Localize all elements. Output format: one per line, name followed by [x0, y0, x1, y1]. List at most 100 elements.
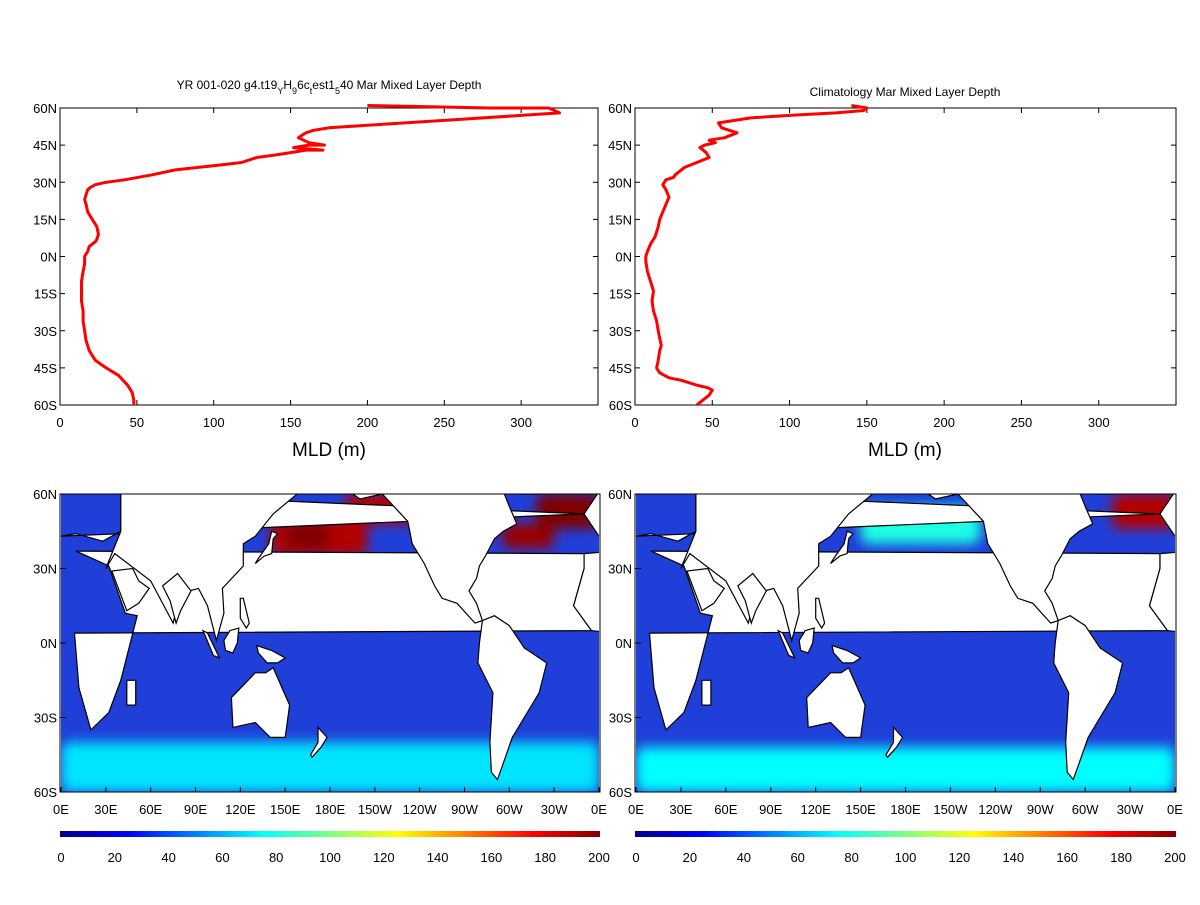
- lon-tick-label: 120E: [225, 802, 256, 817]
- lon-tick-label: 180E: [315, 802, 346, 817]
- panel-title-model: YR 001-020 g4.t19YH96ctest1540 Mar Mixed…: [177, 78, 482, 96]
- colorbar-tick-label: 180: [1110, 850, 1132, 865]
- x-tick-label: 250: [1011, 415, 1033, 430]
- colorbar-tick-label: 20: [108, 850, 122, 865]
- lon-tick-label: 120W: [403, 802, 438, 817]
- lon-tick-label: 120W: [978, 802, 1013, 817]
- colorbar-tick-label: 40: [737, 850, 751, 865]
- mld-patch-southern-ocean-band: [636, 747, 1175, 792]
- madagascar-landmass: [702, 680, 711, 705]
- x-tick-label: 0: [56, 415, 63, 430]
- colorbar-tick-label: 80: [844, 850, 858, 865]
- y-tick-label: 15N: [33, 212, 57, 227]
- greenland-landmass: [509, 489, 554, 494]
- colorbar-tick-label: 160: [481, 850, 503, 865]
- colorbar-tick-label: 120: [373, 850, 395, 865]
- lon-tick-label: 90E: [184, 802, 207, 817]
- colorbar-tick-label: 200: [588, 850, 610, 865]
- y-tick-label: 45N: [608, 138, 632, 153]
- colorbar-tick-label: 40: [161, 850, 175, 865]
- colorbar-tick-label: 60: [790, 850, 804, 865]
- lon-tick-label: 60E: [714, 802, 737, 817]
- mld-patch-kuroshio-extension-core: [285, 524, 330, 549]
- lon-tick-label: 0E: [591, 802, 607, 817]
- lat-tick-label: 30N: [608, 562, 632, 577]
- mld-patch-southern-ocean-band: [61, 742, 599, 792]
- x-tick-label: 150: [280, 415, 302, 430]
- colorbar-tick-label: 80: [269, 850, 283, 865]
- lon-tick-label: 90W: [1027, 802, 1054, 817]
- y-tick-label: 15S: [609, 287, 632, 302]
- lat-tick-label: 30N: [33, 562, 57, 577]
- lat-tick-label: 0N: [40, 636, 57, 651]
- madagascar-landmass: [127, 680, 136, 705]
- lon-tick-label: 0E: [53, 802, 69, 817]
- x-tick-label: 100: [203, 415, 225, 430]
- lon-tick-label: 180E: [890, 802, 921, 817]
- y-tick-label: 15S: [34, 287, 57, 302]
- lon-tick-label: 90W: [451, 802, 478, 817]
- lon-tick-label: 60E: [139, 802, 162, 817]
- x-tick-label: 50: [130, 415, 144, 430]
- colorbar-tick-label: 0: [632, 850, 639, 865]
- colorbar-tick-label: 100: [895, 850, 917, 865]
- colorbar-tick-label: 20: [683, 850, 697, 865]
- y-tick-label: 60N: [33, 101, 57, 116]
- colorbar-tick-label: 140: [1002, 850, 1024, 865]
- lon-tick-label: 150E: [270, 802, 301, 817]
- x-axis-label: MLD (m): [868, 440, 942, 461]
- lon-tick-label: 30E: [94, 802, 117, 817]
- lon-tick-label: 0E: [628, 802, 644, 817]
- x-tick-label: 100: [779, 415, 801, 430]
- y-tick-label: 15N: [608, 212, 632, 227]
- x-tick-label: 50: [705, 415, 719, 430]
- y-tick-label: 60S: [34, 398, 57, 413]
- y-tick-label: 60S: [609, 398, 632, 413]
- x-tick-label: 300: [510, 415, 532, 430]
- colorbar: [60, 831, 600, 837]
- y-tick-label: 45N: [33, 138, 57, 153]
- lat-tick-label: 30S: [34, 711, 57, 726]
- x-tick-label: 300: [1088, 415, 1110, 430]
- y-tick-label: 30S: [609, 324, 632, 339]
- y-tick-label: 60N: [608, 101, 632, 116]
- lon-tick-label: 0E: [1167, 802, 1183, 817]
- lon-tick-label: 30E: [669, 802, 692, 817]
- lon-tick-label: 30W: [1117, 802, 1144, 817]
- colorbar: [635, 831, 1176, 837]
- y-tick-label: 45S: [34, 361, 57, 376]
- x-tick-label: 150: [856, 415, 878, 430]
- colorbar-tick-label: 200: [1164, 850, 1186, 865]
- lon-tick-label: 150W: [933, 802, 968, 817]
- mld-profile-climatology-panel: Climatology Mar Mixed Layer Depth 60N45N…: [608, 85, 1176, 461]
- y-tick-label: 30N: [608, 175, 632, 190]
- y-tick-label: 0N: [615, 250, 632, 265]
- colorbar-tick-label: 60: [215, 850, 229, 865]
- lon-tick-label: 60W: [496, 802, 523, 817]
- plot-frame: [635, 108, 1176, 405]
- colorbar-tick-label: 100: [319, 850, 341, 865]
- x-axis-label: MLD (m): [292, 440, 366, 461]
- y-tick-label: 0N: [40, 250, 57, 265]
- lon-tick-label: 30W: [541, 802, 568, 817]
- x-tick-label: 0: [631, 415, 638, 430]
- x-tick-label: 200: [357, 415, 379, 430]
- y-tick-label: 30N: [33, 175, 57, 190]
- greenland-landmass: [1085, 489, 1130, 494]
- lon-tick-label: 120E: [800, 802, 831, 817]
- lon-tick-label: 150W: [358, 802, 393, 817]
- colorbar-tick-label: 140: [427, 850, 449, 865]
- lat-tick-label: 60N: [608, 487, 632, 502]
- mld-profile-model-panel: YR 001-020 g4.t19YH96ctest1540 Mar Mixed…: [33, 78, 598, 461]
- lon-tick-label: 60W: [1072, 802, 1099, 817]
- lat-tick-label: 30S: [609, 711, 632, 726]
- y-tick-label: 30S: [34, 324, 57, 339]
- lon-tick-label: 90E: [759, 802, 782, 817]
- x-tick-label: 200: [933, 415, 955, 430]
